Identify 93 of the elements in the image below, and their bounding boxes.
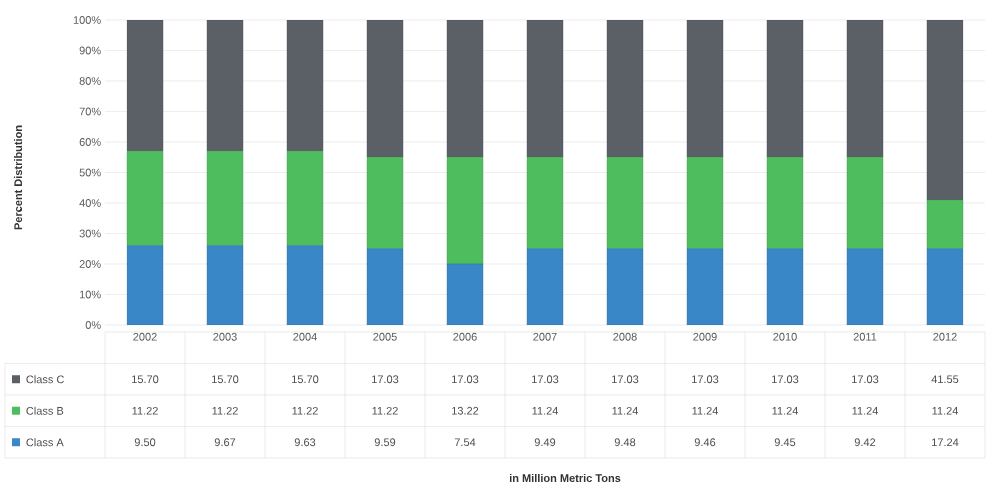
bar (526, 20, 564, 158)
text: 41.55 (931, 375, 959, 384)
text: 17.03 (772, 375, 799, 384)
bar (926, 20, 964, 201)
bar (206, 20, 244, 152)
y-tick-label: 10% (79, 290, 101, 299)
y-axis-title: Percent Distribution (13, 125, 23, 230)
text: 11.22 (212, 406, 238, 415)
text: 11.24 (532, 406, 559, 415)
bar (526, 157, 564, 249)
text: 11.24 (852, 406, 879, 415)
x-tick-label: 2006 (453, 332, 477, 341)
text: 11.24 (932, 406, 959, 415)
text: 13.22 (452, 406, 479, 415)
text: 9.59 (374, 438, 396, 447)
y-tick-label: 0% (85, 321, 101, 329)
text: 11.22 (292, 406, 318, 415)
bar (526, 248, 564, 325)
text: in Million Metric Tons (509, 473, 621, 483)
bar (686, 20, 724, 158)
y-tick-label: 80% (79, 77, 101, 85)
bar (686, 248, 724, 325)
bar (846, 248, 884, 325)
bar (606, 157, 644, 249)
bar (126, 20, 164, 152)
x-tick-label: 2008 (613, 332, 637, 341)
bar (766, 20, 804, 158)
bar (446, 263, 484, 325)
bar (606, 248, 644, 325)
text: 9.48 (614, 438, 636, 447)
text: 11.24 (772, 406, 799, 415)
y-tick-label: 20% (79, 260, 101, 268)
text: 9.50 (134, 438, 156, 447)
x-tick-label: 2005 (373, 332, 397, 341)
text: 11.24 (612, 406, 639, 415)
text: 17.03 (852, 375, 879, 384)
text: 17.03 (612, 375, 639, 384)
text: 9.42 (854, 438, 876, 447)
text: 17.03 (452, 375, 479, 384)
legend-label: Class C (26, 375, 64, 384)
text: 11.24 (692, 406, 719, 415)
legend-label: Class A (26, 438, 64, 447)
bar (126, 245, 164, 325)
bar (926, 248, 964, 325)
text: 7.54 (454, 438, 476, 447)
y-tick-label: 100% (73, 16, 101, 24)
y-tick-label: 60% (79, 138, 101, 146)
text: 9.45 (774, 438, 796, 447)
x-tick-label: 2007 (533, 332, 557, 341)
y-tick-label: 90% (79, 46, 101, 55)
text: 15.70 (292, 375, 319, 384)
bar (366, 157, 404, 249)
bar (126, 150, 164, 246)
text: 17.03 (532, 375, 559, 384)
text: 15.70 (132, 375, 159, 384)
bar (206, 150, 244, 246)
bar (286, 150, 324, 246)
bar (846, 157, 884, 249)
x-tick-label: 2003 (213, 332, 237, 341)
legend-label: Class B (26, 406, 64, 415)
text: 17.03 (692, 375, 719, 384)
x-tick-label: 2011 (853, 332, 877, 341)
x-tick-label: 2010 (773, 332, 797, 341)
bar (446, 20, 484, 158)
bar (766, 157, 804, 249)
bar (286, 20, 324, 152)
bar (446, 157, 484, 265)
y-tick-label: 70% (79, 107, 101, 116)
x-tick-label: 2002 (133, 332, 157, 341)
x-tick-label: 2012 (933, 332, 957, 341)
bar (766, 248, 804, 325)
y-tick-label: 40% (79, 199, 101, 207)
bar (926, 199, 964, 249)
text: 17.03 (372, 375, 399, 384)
bar (366, 248, 404, 325)
text: 9.49 (534, 438, 556, 447)
text: 9.63 (294, 438, 316, 447)
text: 17.24 (932, 438, 959, 447)
bar (606, 20, 644, 158)
text: 9.46 (694, 438, 716, 447)
y-tick-label: 50% (79, 168, 101, 177)
bar (846, 20, 884, 158)
text: 9.67 (214, 438, 236, 447)
x-tick-label: 2009 (693, 332, 717, 341)
text: 15.70 (212, 375, 239, 384)
bar (686, 157, 724, 249)
x-tick-label: 2004 (293, 332, 317, 341)
bar (286, 245, 324, 325)
y-tick-label: 30% (79, 229, 101, 238)
text: 11.22 (372, 406, 398, 415)
text: 11.22 (132, 406, 158, 415)
bar (206, 245, 244, 325)
bar (366, 20, 404, 158)
